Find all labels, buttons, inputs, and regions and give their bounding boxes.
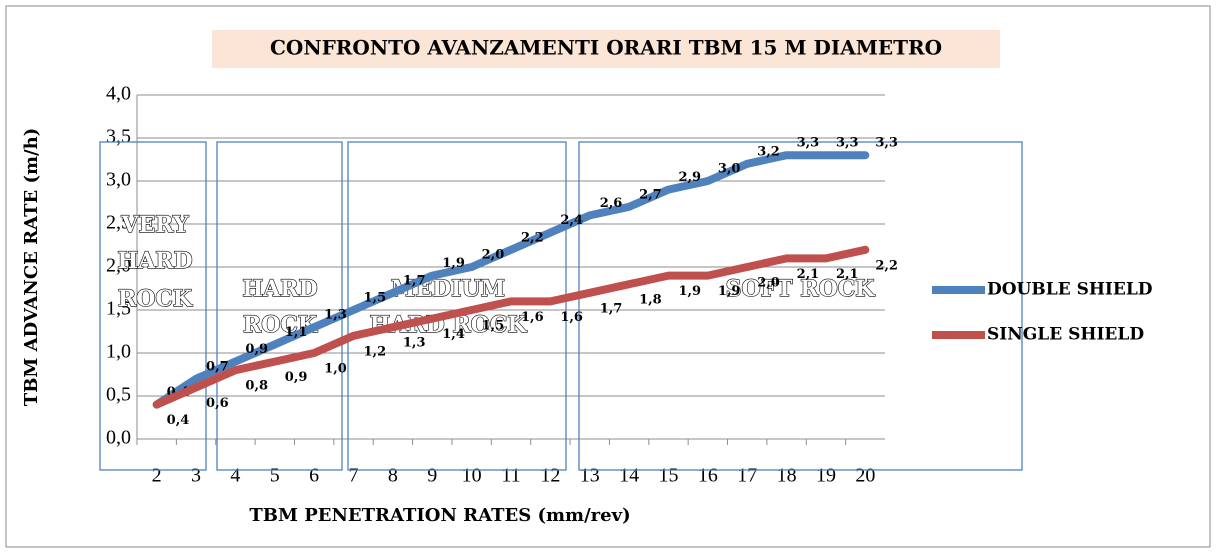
x-axis-label: TBM PENETRATION RATES (mm/rev) — [249, 505, 630, 526]
chart-border — [5, 5, 1211, 548]
x-tick-label: 5 — [270, 465, 280, 487]
x-tick-label: 15 — [658, 465, 678, 487]
y-tick-label: 2,0 — [106, 255, 131, 277]
data-label: 2,0 — [757, 276, 780, 291]
x-tick-label: 2 — [152, 465, 162, 487]
data-label: 0,9 — [245, 342, 268, 357]
y-axis-label: TBM ADVANCE RATE (m/h) — [21, 128, 42, 406]
x-tick-label: 17 — [737, 465, 757, 487]
x-tick-label: 11 — [501, 465, 520, 487]
title-background — [212, 30, 1000, 68]
y-tick-label: 3,5 — [106, 126, 131, 148]
x-tick-label: 18 — [777, 465, 797, 487]
x-tick-label: 13 — [580, 465, 600, 487]
data-label: 2,0 — [482, 248, 505, 263]
zone-label: HARD — [117, 248, 192, 274]
x-tick-label: 3 — [191, 465, 201, 487]
x-tick-label: 9 — [427, 465, 437, 487]
data-label: 1,9 — [718, 284, 741, 299]
data-label: 0,9 — [285, 370, 308, 385]
series-line — [152, 151, 870, 409]
zone-box — [216, 141, 343, 471]
legend-label: SINGLE SHIELD — [987, 325, 1144, 345]
zone-label: SOFT ROCK — [726, 276, 876, 302]
x-tick-label: 14 — [619, 465, 639, 487]
data-label: 2,1 — [836, 267, 859, 282]
data-label: 1,6 — [560, 310, 583, 325]
zone-box — [578, 141, 1023, 471]
data-label: 1,9 — [678, 284, 701, 299]
x-tick-label: 8 — [388, 465, 398, 487]
x-tick-label: 4 — [230, 465, 240, 487]
data-label: 2,1 — [797, 267, 820, 282]
data-label: 0,7 — [206, 359, 229, 374]
y-tick-label: 0,0 — [106, 427, 131, 449]
data-label: 2,6 — [600, 196, 623, 211]
y-tick-label: 1,0 — [106, 341, 131, 363]
data-label: 1,5 — [364, 291, 387, 306]
x-tick-label: 12 — [540, 465, 560, 487]
data-label: 1,9 — [442, 256, 465, 271]
data-label: 3,0 — [718, 162, 741, 177]
y-tick-label: 4,0 — [106, 83, 131, 105]
data-label: 3,3 — [875, 136, 898, 151]
x-tick-label: 10 — [462, 465, 482, 487]
zone-label: HARD — [242, 276, 317, 302]
data-label: 0,6 — [206, 396, 229, 411]
legend-label: DOUBLE SHIELD — [987, 280, 1153, 300]
y-tick-label: 3,0 — [106, 169, 131, 191]
data-label: 1,3 — [403, 336, 426, 351]
x-tick-label: 6 — [309, 465, 319, 487]
zone-box — [347, 141, 567, 471]
data-label: 1,7 — [600, 301, 623, 316]
data-label: 1,6 — [521, 310, 544, 325]
data-label: 2,2 — [521, 230, 544, 245]
x-tick-label: 19 — [816, 465, 836, 487]
data-label: 2,4 — [560, 213, 583, 228]
x-tick-label: 20 — [855, 465, 875, 487]
data-label: 3,2 — [757, 144, 780, 159]
data-label: 1,5 — [482, 319, 505, 334]
series-line — [152, 245, 870, 409]
data-label: 2,7 — [639, 187, 662, 202]
zone-label: ROCK — [118, 286, 193, 312]
data-label: 1,1 — [285, 325, 308, 340]
data-label: 2,2 — [875, 258, 898, 273]
data-label: 1,8 — [639, 293, 662, 308]
data-label: 0,4 — [167, 413, 190, 428]
zone-label: VERY — [120, 212, 188, 238]
data-label: 2,9 — [678, 170, 701, 185]
data-label: 1,7 — [403, 273, 426, 288]
data-label: 1,2 — [364, 344, 387, 359]
y-tick-label: 2,5 — [106, 212, 131, 234]
data-label: 0,8 — [245, 379, 268, 394]
chart-title: CONFRONTO AVANZAMENTI ORARI TBM 15 M DIA… — [270, 36, 942, 60]
data-label: 1,0 — [324, 362, 347, 377]
y-tick-label: 0,5 — [106, 384, 131, 406]
data-label: 1,4 — [442, 327, 465, 342]
x-tick-label: 7 — [349, 465, 359, 487]
data-label: 3,3 — [836, 136, 859, 151]
data-label: 1,3 — [324, 308, 347, 323]
x-tick-label: 16 — [698, 465, 718, 487]
zone-box — [99, 141, 207, 471]
y-tick-label: 1,5 — [106, 298, 131, 320]
data-label: 3,3 — [797, 136, 820, 151]
